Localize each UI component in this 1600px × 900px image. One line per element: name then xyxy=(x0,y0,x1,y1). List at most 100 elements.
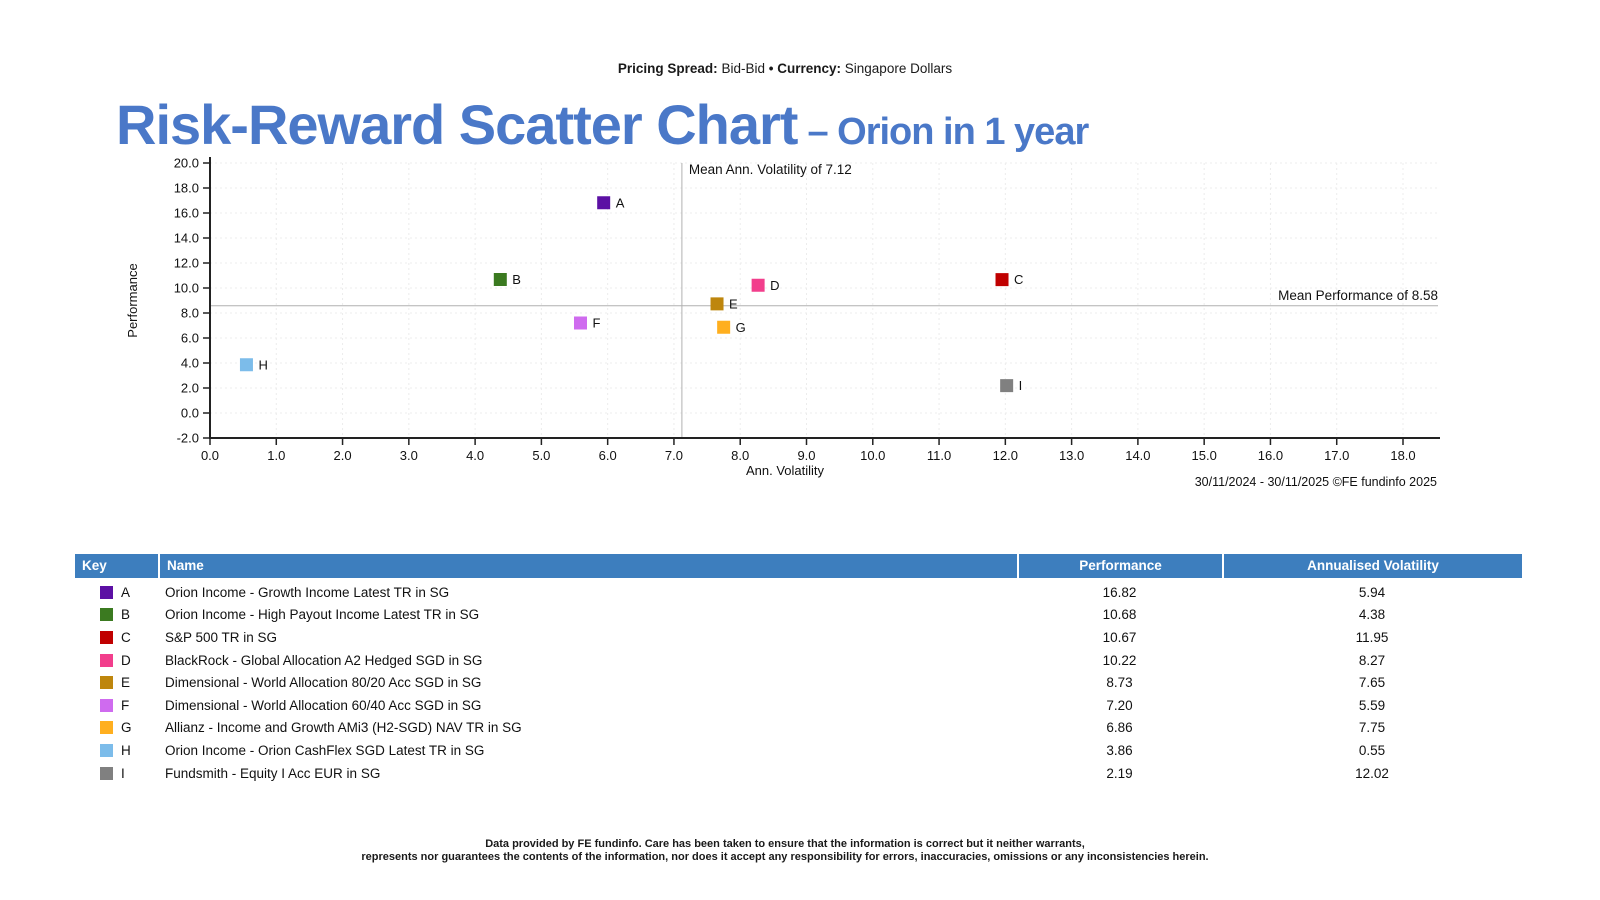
key-color-swatch xyxy=(100,721,113,735)
fund-table: Key Name Performance Annualised Volatili… xyxy=(75,554,1522,784)
y-tick-label: 14.0 xyxy=(174,231,199,246)
volatility-value: 0.55 xyxy=(1358,742,1386,758)
performance-value: 3.86 xyxy=(1106,742,1133,758)
table-row: F Dimensional - World Allocation 60/40 A… xyxy=(75,694,1522,717)
key-color-swatch xyxy=(100,630,113,644)
column-header-name: Name xyxy=(158,554,1017,578)
point-label-C: C xyxy=(1014,272,1023,287)
y-tick-label: -2.0 xyxy=(177,431,199,446)
x-tick-label: 4.0 xyxy=(466,448,484,463)
volatility-value: 11.95 xyxy=(1355,629,1389,645)
key-color-swatch xyxy=(100,698,113,712)
x-tick-label: 7.0 xyxy=(665,448,683,463)
currency-label: Currency: xyxy=(777,61,842,76)
volatility-value: 12.02 xyxy=(1355,765,1389,781)
disclaimer-line-1: Data provided by FE fundinfo. Care has b… xyxy=(485,838,1085,850)
volatility-value: 5.94 xyxy=(1358,584,1386,600)
fund-name: Orion Income - Orion CashFlex SGD Latest… xyxy=(165,742,485,758)
point-label-G: G xyxy=(736,320,746,335)
x-tick-label: 5.0 xyxy=(532,448,550,463)
fund-name: Allianz - Income and Growth AMi3 (H2-SGD… xyxy=(165,720,522,736)
x-tick-label: 16.0 xyxy=(1258,448,1283,463)
y-tick-label: 10.0 xyxy=(174,281,199,296)
x-tick-label: 6.0 xyxy=(599,448,617,463)
volatility-value: 8.27 xyxy=(1358,652,1386,668)
x-tick-label: 12.0 xyxy=(993,448,1018,463)
column-header-performance: Performance xyxy=(1017,554,1222,578)
y-tick-label: 2.0 xyxy=(181,381,199,396)
point-label-F: F xyxy=(592,316,600,331)
table-header-row: Key Name Performance Annualised Volatili… xyxy=(75,554,1522,578)
y-axis-title: Performance xyxy=(125,263,140,337)
point-C[interactable] xyxy=(995,273,1009,287)
volatility-value: 7.75 xyxy=(1358,720,1386,736)
point-D[interactable] xyxy=(751,278,765,292)
disclaimer-line-2: represents nor guarantees the contents o… xyxy=(361,851,1209,863)
key-cell: E xyxy=(75,675,158,690)
y-tick-label: 12.0 xyxy=(174,256,199,271)
mean-performance-label: Mean Performance of 8.58 xyxy=(1278,288,1438,303)
page-title: Risk-Reward Scatter Chart – Orion in 1 ye… xyxy=(116,92,1089,157)
table-row: H Orion Income - Orion CashFlex SGD Late… xyxy=(75,739,1522,762)
key-letter: G xyxy=(121,720,132,736)
fund-name: Orion Income - High Payout Income Latest… xyxy=(165,607,480,623)
point-I[interactable] xyxy=(1000,379,1014,393)
point-label-E: E xyxy=(729,296,738,311)
x-tick-label: 1.0 xyxy=(267,448,285,463)
table-row: B Orion Income - High Payout Income Late… xyxy=(75,604,1522,627)
disclaimer: Data provided by FE fundinfo. Care has b… xyxy=(0,838,1570,864)
point-F[interactable] xyxy=(573,316,587,330)
table-row: C S&P 500 TR in SG 10.67 11.95 xyxy=(75,626,1522,649)
fund-name: Orion Income - Growth Income Latest TR i… xyxy=(165,584,450,600)
fund-name: Dimensional - World Allocation 60/40 Acc… xyxy=(165,697,482,713)
point-label-I: I xyxy=(1019,378,1023,393)
currency-value: Singapore Dollars xyxy=(844,61,953,76)
table-row: D BlackRock - Global Allocation A2 Hedge… xyxy=(75,649,1522,672)
point-A[interactable] xyxy=(597,196,611,210)
point-B[interactable] xyxy=(493,273,507,286)
key-cell: G xyxy=(75,720,158,735)
key-letter: C xyxy=(121,629,131,645)
key-color-swatch xyxy=(100,676,113,690)
x-tick-label: 9.0 xyxy=(797,448,815,463)
x-tick-label: 0.0 xyxy=(201,448,219,463)
fund-name: S&P 500 TR in SG xyxy=(165,629,278,645)
key-color-swatch xyxy=(100,766,113,780)
table-row: G Allianz - Income and Growth AMi3 (H2-S… xyxy=(75,717,1522,740)
point-E[interactable] xyxy=(710,297,724,311)
key-letter: D xyxy=(121,652,131,668)
point-H[interactable] xyxy=(239,358,253,372)
performance-value: 16.82 xyxy=(1102,584,1137,600)
y-tick-label: 6.0 xyxy=(181,331,199,346)
scatter-chart: Mean Ann. Volatility of 7.12 Mean Perform… xyxy=(125,156,1440,489)
performance-value: 2.19 xyxy=(1106,765,1133,781)
performance-value: 6.86 xyxy=(1106,720,1133,736)
chart-date-range: 30/11/2024 - 30/11/2025 ©FE fundinfo 202… xyxy=(1195,475,1437,489)
mean-volatility-label: Mean Ann. Volatility of 7.12 xyxy=(689,162,852,177)
x-tick-label: 10.0 xyxy=(860,448,885,463)
pricing-spread-value: Bid-Bid xyxy=(721,61,765,76)
key-cell: D xyxy=(75,653,158,668)
y-tick-label: 0.0 xyxy=(181,406,199,421)
y-tick-label: 8.0 xyxy=(181,306,199,321)
performance-value: 10.22 xyxy=(1102,652,1137,668)
key-cell: A xyxy=(75,585,158,600)
key-letter: B xyxy=(121,607,131,623)
page-title-suffix: – Orion in 1 year xyxy=(807,111,1089,153)
key-color-swatch xyxy=(100,743,113,757)
fund-name: Fundsmith - Equity I Acc EUR in SG xyxy=(165,765,381,781)
fund-name: Dimensional - World Allocation 80/20 Acc… xyxy=(165,675,482,691)
x-tick-label: 8.0 xyxy=(731,448,749,463)
point-label-B: B xyxy=(512,272,521,287)
column-header-key: Key xyxy=(82,558,107,573)
fund-name: BlackRock - Global Allocation A2 Hedged … xyxy=(165,652,483,668)
x-axis-title: Ann. Volatility xyxy=(746,463,825,478)
key-cell: B xyxy=(75,607,158,622)
key-color-swatch xyxy=(100,653,113,667)
volatility-value: 4.38 xyxy=(1358,607,1386,623)
performance-value: 10.67 xyxy=(1102,629,1137,645)
x-tick-label: 14.0 xyxy=(1125,448,1150,463)
x-tick-label: 15.0 xyxy=(1192,448,1217,463)
point-G[interactable] xyxy=(717,320,731,334)
y-tick-label: 20.0 xyxy=(174,156,199,171)
